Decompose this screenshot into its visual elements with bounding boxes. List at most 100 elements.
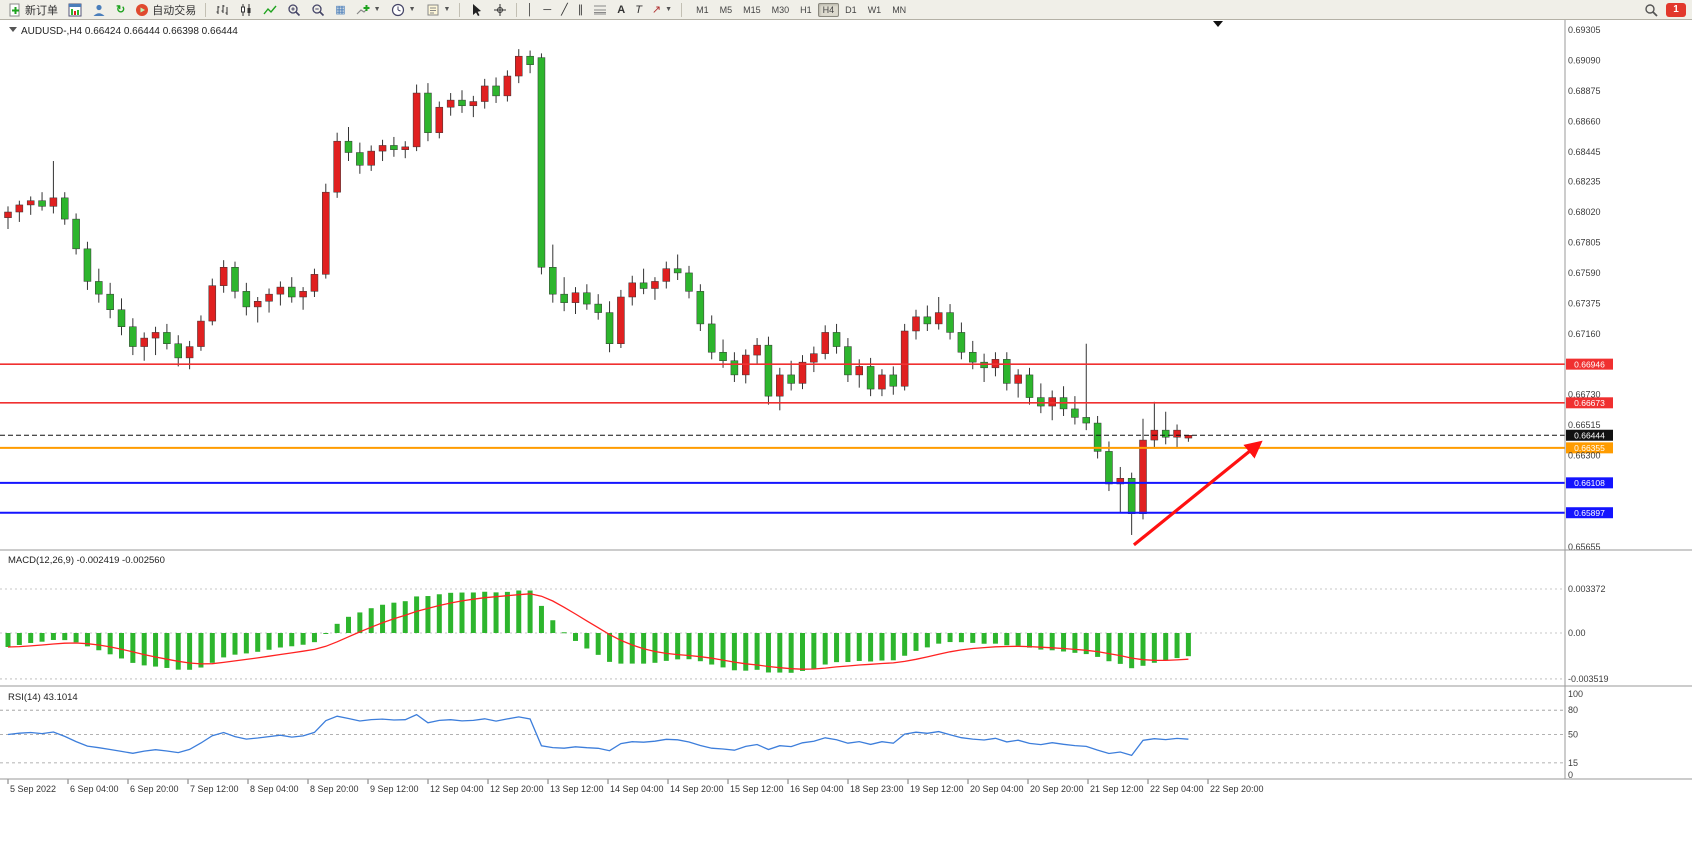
svg-text:0.68445: 0.68445 [1568,147,1601,157]
fibonacci-button[interactable] [589,1,611,19]
tile-windows-button[interactable]: ▦ [331,1,349,19]
svg-text:80: 80 [1568,705,1578,715]
indicators-button[interactable]: ▼ [352,1,385,19]
svg-text:0.67160: 0.67160 [1568,329,1601,339]
search-icon[interactable] [1644,3,1658,17]
horizontal-line-objects[interactable]: 0.66946 0.66673 0.66444 0.66355 0.66108 0.658… [0,358,1613,519]
timeframe-M1[interactable]: M1 [696,4,709,15]
chart-ohlc-header: AUDUSD-,H4 0.66424 0.66444 0.66398 0.664… [9,26,238,37]
profile-button[interactable] [88,1,110,19]
auto-trading-button[interactable]: 自动交易 [131,1,200,19]
vertical-line-icon: │ [526,3,534,16]
price-axis[interactable]: 0.69305 0.69090 0.68875 0.68660 0.68445 0.682… [1568,25,1601,552]
candlestick-chart-icon [241,3,251,16]
svg-text:20 Sep 04:00: 20 Sep 04:00 [970,784,1024,794]
horizontal-line-button[interactable]: ─ [539,1,555,19]
svg-text:-0.003519: -0.003519 [1568,674,1609,684]
svg-text:0.66108: 0.66108 [1574,478,1605,488]
cursor-icon [473,3,482,16]
svg-text:0.66730: 0.66730 [1568,390,1601,400]
periods-button[interactable]: ▼ [387,1,420,19]
chart-window-button[interactable] [64,1,86,19]
tile-windows-icon: ▦ [335,3,346,16]
svg-text:18 Sep 23:00: 18 Sep 23:00 [850,784,904,794]
timeframe-M15[interactable]: M15 [743,4,761,15]
zoom-out-icon [312,3,325,16]
svg-text:0.69090: 0.69090 [1568,55,1601,65]
chevron-down-icon: ▼ [665,6,673,13]
horizontal-line-icon: ─ [543,3,552,16]
bars-chart-icon [216,4,228,15]
svg-text:RSI(14) 43.1014: RSI(14) 43.1014 [8,692,78,703]
svg-text:0.68020: 0.68020 [1568,207,1601,217]
macd-panel: 0.003372 0.00 -0.003519 MACD(12,26,9) -0.00… [0,555,1609,684]
arrows-icon: ↗ [651,3,662,16]
notification-badge[interactable]: 1 [1666,2,1686,17]
trendline-button[interactable]: ╱ [557,1,572,19]
svg-text:13 Sep 12:00: 13 Sep 12:00 [550,784,604,794]
new-order-icon [9,3,20,16]
svg-text:0.66444: 0.66444 [1574,430,1605,440]
zoom-in-icon [288,3,301,16]
text-label-button[interactable]: T [631,1,646,19]
arrow-annotation[interactable] [1132,21,1263,547]
channel-button[interactable]: ∥ [574,1,588,19]
templates-button[interactable]: ▼ [422,1,455,19]
timeframe-M30[interactable]: M30 [771,4,790,15]
cursor-button[interactable] [465,1,487,19]
bar-chart-button[interactable] [211,1,233,19]
svg-text:7 Sep 12:00: 7 Sep 12:00 [190,784,239,794]
candlestick-series [4,49,1193,535]
refresh-button[interactable]: ↻ [112,1,129,19]
zoom-in-button[interactable] [283,1,305,19]
timeframe-D1[interactable]: D1 [845,4,857,15]
autotrading-icon [136,3,149,16]
toolbar-separator [459,2,461,17]
svg-text:0.66515: 0.66515 [1568,420,1601,430]
timeframe-H1[interactable]: H1 [800,4,812,15]
chevron-down-icon: ▼ [408,6,416,13]
svg-text:14 Sep 04:00: 14 Sep 04:00 [610,784,664,794]
indicators-icon [356,4,370,14]
fibonacci-icon [594,5,607,14]
svg-text:20 Sep 20:00: 20 Sep 20:00 [1030,784,1084,794]
svg-text:0.65655: 0.65655 [1568,542,1601,552]
toolbar-right-group: 1 [1644,2,1688,17]
svg-text:12 Sep 04:00: 12 Sep 04:00 [430,784,484,794]
time-axis[interactable]: 5 Sep 2022 6 Sep 04:00 6 Sep 20:00 7 Sep 12… [7,779,1264,794]
profile-icon [93,4,105,16]
svg-text:0: 0 [1568,770,1573,780]
text-icon: A [617,3,626,16]
crosshair-icon [494,3,507,16]
text-label-icon: T [635,3,642,16]
arrows-button[interactable]: ↗ ▼ [648,1,676,19]
new-order-button[interactable]: 新订单 [4,1,62,19]
svg-text:22 Sep 04:00: 22 Sep 04:00 [1150,784,1204,794]
panel-separators[interactable] [0,20,1692,780]
line-chart-button[interactable] [259,1,281,19]
timeframe-W1[interactable]: W1 [867,4,882,15]
toolbar-separator [681,2,683,17]
chevron-down-icon: ▼ [443,6,451,13]
periods-icon [391,3,404,16]
text-button[interactable]: A [613,1,629,19]
svg-text:14 Sep 20:00: 14 Sep 20:00 [670,784,724,794]
svg-text:0.68235: 0.68235 [1568,177,1601,187]
chart-window-icon [68,3,82,16]
svg-text:MACD(12,26,9) -0.002419 -0.002: MACD(12,26,9) -0.002419 -0.002560 [8,555,165,566]
timeframe-MN[interactable]: MN [892,4,907,15]
crosshair-button[interactable] [489,1,511,19]
svg-text:0.68660: 0.68660 [1568,116,1601,126]
svg-text:0.65897: 0.65897 [1574,508,1605,518]
candlestick-chart-button[interactable] [235,1,257,19]
timeframe-M5[interactable]: M5 [719,4,733,15]
vertical-line-button[interactable]: │ [522,1,537,19]
svg-text:0.67590: 0.67590 [1568,268,1601,278]
zoom-out-button[interactable] [307,1,329,19]
svg-text:9 Sep 12:00: 9 Sep 12:00 [370,784,419,794]
svg-text:6 Sep 04:00: 6 Sep 04:00 [70,784,119,794]
svg-text:100: 100 [1568,689,1583,699]
timeframe-H4[interactable]: H4 [817,2,840,17]
